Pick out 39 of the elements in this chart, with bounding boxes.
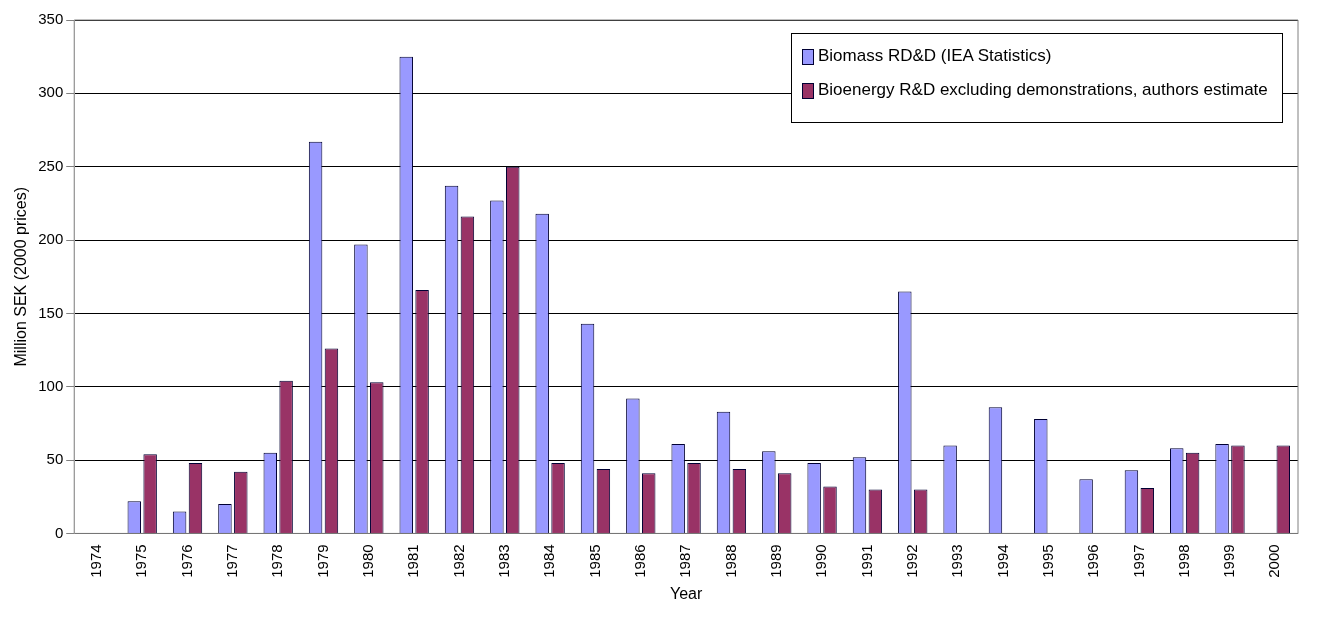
x-axis-title: Year bbox=[669, 584, 703, 602]
x-tick-label: 1999 bbox=[1220, 544, 1238, 578]
x-tick-label: 1996 bbox=[1084, 544, 1102, 578]
y-tick-label: 100 bbox=[38, 376, 64, 394]
x-tick-label: 1984 bbox=[540, 544, 558, 578]
x-tick-label: 1979 bbox=[313, 544, 331, 578]
y-tick-label: 350 bbox=[38, 10, 64, 28]
x-tick-label: 1993 bbox=[948, 544, 966, 578]
x-tick-label: 1988 bbox=[721, 544, 739, 578]
x-tick-label: 1981 bbox=[404, 544, 422, 578]
x-tick-label: 2000 bbox=[1265, 544, 1283, 578]
x-tick-label: 1982 bbox=[449, 544, 467, 578]
y-tick-label: 0 bbox=[54, 523, 64, 541]
x-tick-label: 1986 bbox=[630, 544, 648, 578]
y-axis-title: Million SEK (2000 prices) bbox=[12, 186, 30, 367]
x-tick-label: 1980 bbox=[358, 544, 376, 578]
x-tick-label: 1989 bbox=[766, 544, 784, 578]
x-tick-label: 1992 bbox=[902, 544, 920, 578]
x-tick-label: 1995 bbox=[1038, 544, 1056, 578]
x-tick-label: 1975 bbox=[132, 544, 150, 578]
x-tick-label: 1985 bbox=[585, 544, 603, 578]
x-tick-label: 1990 bbox=[812, 544, 830, 578]
y-tick-label: 300 bbox=[38, 83, 64, 101]
x-tick-label: 1987 bbox=[676, 544, 694, 578]
x-tick-label: 1978 bbox=[268, 544, 286, 578]
y-tick-label: 150 bbox=[38, 303, 64, 321]
x-tick-label: 1994 bbox=[993, 544, 1011, 578]
legend-label: Bioenergy R&D excluding demonstrations, authors estimate bbox=[818, 80, 1268, 100]
x-tick-label: 1983 bbox=[494, 544, 512, 578]
x-tick-label: 1998 bbox=[1174, 544, 1192, 578]
y-tick-label: 250 bbox=[38, 156, 64, 174]
x-tick-label: 1991 bbox=[857, 544, 875, 578]
x-tick-label: 1976 bbox=[177, 544, 195, 578]
y-tick-label: 50 bbox=[46, 450, 64, 468]
x-tick-label: 1977 bbox=[223, 544, 240, 578]
legend-label: Biomass RD&D (IEA Statistics) bbox=[818, 46, 1052, 66]
y-tick-label: 200 bbox=[38, 230, 64, 248]
x-tick-label: 1974 bbox=[87, 544, 105, 578]
x-tick-label: 1997 bbox=[1129, 544, 1147, 578]
